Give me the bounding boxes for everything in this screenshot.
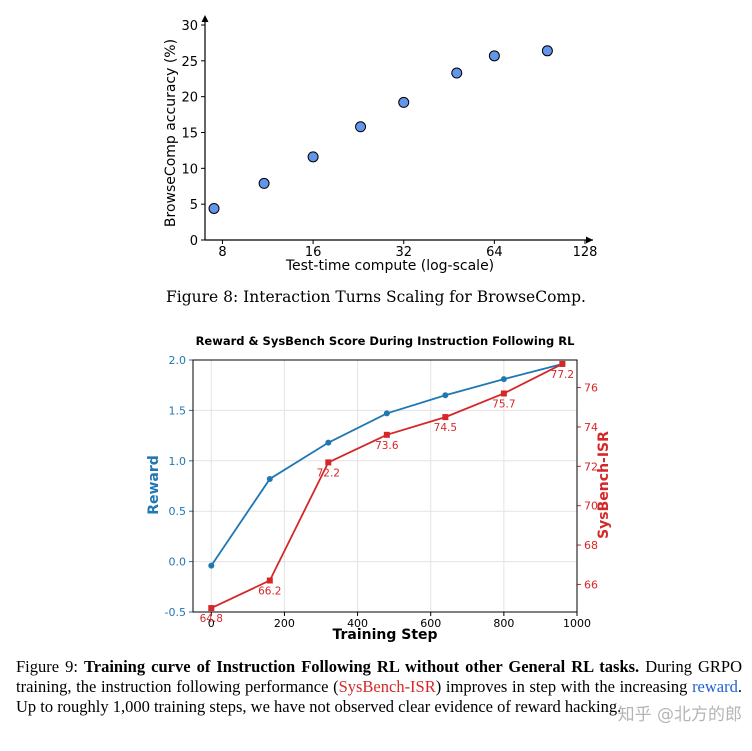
fig9-caption-reward-link[interactable]: reward [692,677,738,696]
fig9-isr-data-label: 77.2 [551,369,574,381]
fig9-reward-point [325,439,332,446]
fig9-isr-point [559,360,566,367]
fig9-x-tick-label: 400 [347,617,368,630]
fig9-right-tick-label: 66 [584,578,598,591]
fig9-isr-data-label: 66.2 [258,586,281,598]
fig8-y-tick-label: 25 [181,55,198,70]
fig9-right-tick-label: 76 [584,382,598,395]
fig8-axes: 0 5 10 15 20 25 30 8 16 32 64 128 [181,15,597,260]
fig9-grid [193,359,578,613]
fig9-isr-point [325,459,332,466]
fig8-data-point [258,177,270,189]
fig9-caption-bold: Training curve of Instruction Following … [83,657,640,676]
fig9-reward-point [266,475,273,482]
fig9-series: 64.8 66.2 72.2 73.6 74.5 75.7 77.2 [200,360,574,625]
figure-8-scatter-chart: 0 5 10 15 20 25 30 8 16 32 64 128 Test-time compute… [163,15,597,274]
fig8-y-tick-label: 5 [190,198,198,213]
fig8-data-point [307,151,319,163]
fig9-caption-part3: . Up to roughly 1,000 training steps, we… [16,677,742,716]
fig9-isr-data-label: 74.5 [434,422,457,434]
fig8-y-axis-arrow [201,15,209,22]
fig8-data-point [451,67,463,79]
fig8-x-axis-label: Test-time compute (log-scale) [285,258,494,274]
fig8-x-axis-arrow [586,236,593,244]
fig8-x-tick-label: 32 [395,245,412,260]
fig9-plot-frame [192,359,578,613]
fig9-x-tick-label: 0 [208,617,215,630]
fig9-reward-point [500,376,507,383]
fig8-x-tick-label: 8 [218,245,226,260]
fig9-right-axis-label: SysBench-ISR [596,431,612,539]
fig9-isr-point [500,390,507,397]
fig8-y-axis-label: BrowseComp accuracy (%) [163,39,179,227]
fig9-caption-prefix: Figure 9: [16,657,84,676]
fig9-reward-line [210,363,563,567]
fig8-data-point [208,202,220,214]
fig9-isr-data-label: 75.7 [492,398,515,410]
fig8-data-point [355,121,367,133]
fig8-x-tick-label: 16 [305,245,322,260]
fig9-isr-point [442,414,449,421]
fig9-isr-data-label: 73.6 [375,440,399,452]
fig9-right-tick-label: 68 [584,539,598,552]
fig9-isr-point [383,431,390,438]
fig9-axes: 0 200 400 600 800 1000 -0.5 0.0 0.5 1.0 1.5 2.0 66 68… [165,354,598,630]
watermark: 知乎 @北方的郎 [617,705,742,725]
fig9-x-tick-label: 600 [420,617,441,630]
fig9-x-tick-label: 800 [493,617,514,630]
fig8-x-tick-label: 64 [486,245,503,260]
fig9-isr-data-label: 64.8 [200,613,223,625]
figure-9-caption: Figure 9: Training curve of Instruction … [16,657,742,717]
fig9-isr-data-label: 72.2 [317,467,340,479]
fig9-left-tick-label: 1.0 [169,455,187,468]
fig8-y-tick-label: 30 [181,19,198,34]
fig9-reward-point [383,410,390,417]
figure-8-caption: Figure 8: Interaction Turns Scaling for … [166,288,586,306]
fig9-caption-isr-link[interactable]: SysBench-ISR [338,677,436,696]
fig9-x-axis-label: Training Step [332,627,437,643]
fig9-isr-point [266,577,273,584]
fig8-data-point [398,96,410,108]
fig9-caption-part1: During GRPO training, the instruction fo… [16,657,742,696]
figure-9-line-chart: Reward & SysBench Score During Instructi… [146,334,612,643]
fig8-y-tick-label: 0 [190,234,198,249]
fig9-x-tick-label: 200 [274,617,295,630]
fig8-y-tick-label: 15 [181,127,198,142]
fig9-left-tick-label: 1.5 [169,404,187,417]
fig9-right-tick-label: 74 [584,421,598,434]
fig9-isr-point [208,605,215,612]
fig9-right-tick-label: 70 [584,500,598,513]
fig8-y-tick-label: 20 [181,91,198,106]
fig9-left-axis-label: Reward [146,455,162,515]
fig9-left-tick-label: 0.5 [169,505,187,518]
fig9-reward-point [442,392,449,399]
fig8-x-tick-label: 128 [573,245,598,260]
fig9-left-tick-label: -0.5 [165,606,186,619]
fig9-title: Reward & SysBench Score During Instructi… [196,334,576,348]
fig8-data-point [488,50,500,62]
fig9-x-tick-label: 1000 [563,617,591,630]
fig9-right-tick-label: 72 [584,460,598,473]
fig9-left-tick-label: 2.0 [169,354,187,367]
fig8-data-point [541,45,553,57]
fig8-points [208,45,553,214]
fig9-caption-part2: ) improves in step with the increasing [435,677,693,696]
fig9-reward-point [208,562,215,569]
fig9-left-tick-label: 0.0 [169,556,187,569]
fig8-y-tick-label: 10 [181,162,198,177]
